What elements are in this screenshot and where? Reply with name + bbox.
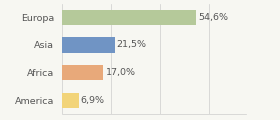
- Text: 17,0%: 17,0%: [106, 68, 136, 77]
- Bar: [62, 93, 79, 108]
- Bar: [62, 37, 115, 53]
- Bar: [62, 10, 196, 25]
- Text: 6,9%: 6,9%: [81, 96, 104, 105]
- Bar: [62, 65, 104, 80]
- Text: 21,5%: 21,5%: [116, 41, 146, 49]
- Text: 54,6%: 54,6%: [198, 13, 228, 22]
